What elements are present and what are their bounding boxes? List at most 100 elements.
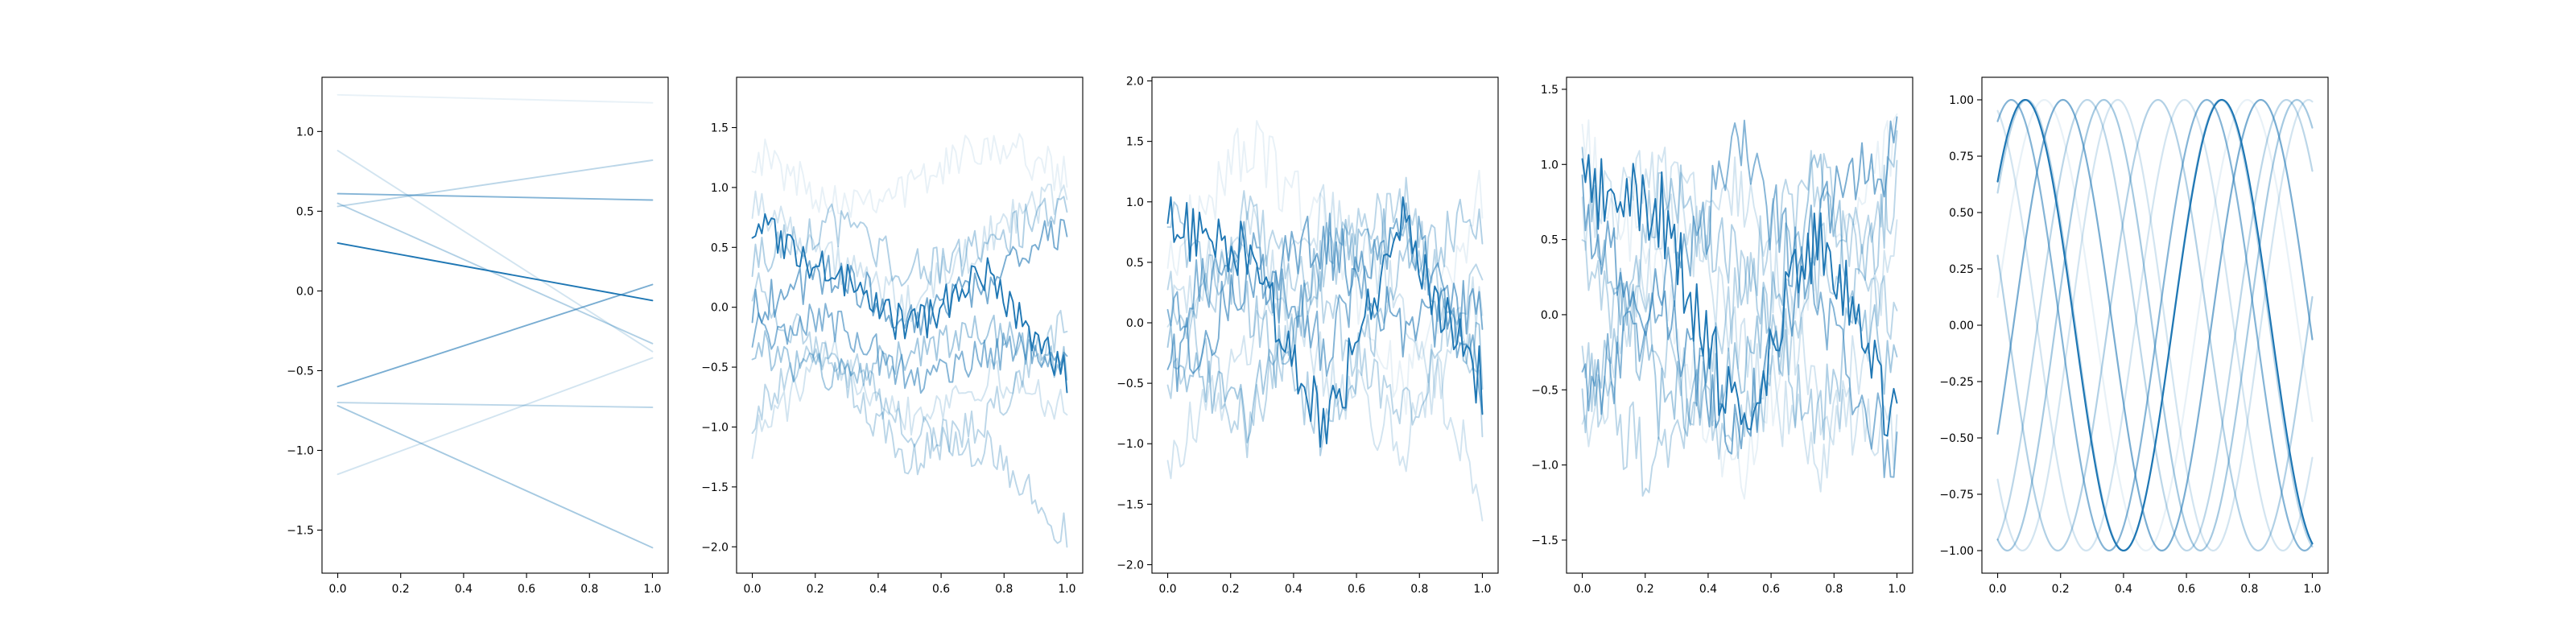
chart-3-y-tick-label-2: −1.0 [1117,438,1144,451]
chart-4-series-1 [1581,113,1898,500]
chart-1-y-tick-label-0: −1.5 [287,525,314,538]
chart-2-y-tick-label-2: −1.0 [701,421,729,434]
chart-2-y-tick-label-7: 1.5 [711,122,729,134]
chart-3-x-tick-label-1: 0.2 [1222,583,1240,596]
chart-2-x-tick-label-2: 0.4 [869,583,887,596]
chart-4-series-4 [1581,150,1898,497]
chart-3-x-tick-label-0: 0.0 [1158,583,1176,596]
chart-1-x-tick-label-1: 0.2 [392,583,410,596]
chart-4-series-10 [1581,154,1898,437]
chart-3-x-tick-label-3: 0.6 [1348,583,1365,596]
chart-3: 0.0 0.2 0.4 0.6 0.8 1.0 −2.0 −1.5 −1.0 −0.5 0.0 0.5… [1117,76,1499,596]
chart-2-y-tick-label-0: −2.0 [701,541,729,554]
chart-1-series-group [336,93,654,549]
chart-5: 0.0 0.2 0.4 0.6 0.8 1.0 −1.00 −0.75 −0.50 −0.25 0.… [1939,76,2329,596]
chart-2-series-7 [751,314,1068,391]
chart-5-y-tick-label-3: −0.25 [1939,376,1974,389]
chart-3-y-tick-label-3: −0.5 [1117,378,1144,390]
chart-3-y-tick-label-7: 1.5 [1126,136,1144,149]
chart-5-x-tick-label-4: 0.8 [2240,583,2258,596]
chart-5-x-tick-label-2: 0.4 [2115,583,2132,596]
chart-4-x-tick-label-3: 0.6 [1762,583,1780,596]
chart-5-series-6 [1996,98,2314,552]
chart-2-y-tick-label-3: −0.5 [701,361,729,374]
chart-4-y-tick-label-5: 1.0 [1541,159,1558,171]
chart-3-y-tick-label-5: 0.5 [1126,257,1144,270]
chart-5-series-10 [1996,98,2314,552]
chart-2-series-8 [751,303,1068,394]
chart-4-series-8 [1581,119,1898,478]
chart-3-series-5 [1166,190,1484,426]
chart-3-series-group [1166,120,1484,522]
chart-3-y-tick-label-4: 0.0 [1126,317,1144,330]
chart-5-series-8 [1996,98,2314,552]
chart-1-series-2 [336,150,654,353]
chart-4-y-tick-label-0: −1.5 [1531,535,1558,547]
chart-2-y-tick-label-6: 1.0 [711,182,729,195]
chart-5-x-tick-label-0: 0.0 [1988,583,2006,596]
chart-5-y-tick-label-4: 0.00 [1949,320,1974,332]
chart-4-series-9 [1581,116,1898,455]
chart-3-x-tick-label-2: 0.4 [1285,583,1302,596]
chart-1-x-tick-label-0: 0.0 [328,583,346,596]
chart-3-series-4 [1166,176,1484,459]
chart-1-series-4 [336,402,654,408]
chart-1-series-7 [336,405,654,549]
chart-4-x-tick-label-0: 0.0 [1573,583,1591,596]
chart-2-series-9 [751,218,1068,336]
chart-4-y-tick-label-1: −1.0 [1531,460,1558,473]
chart-3-y-tick-label-8: 2.0 [1126,76,1144,89]
chart-5-series-3 [1996,98,2314,552]
chart-1-series-3 [336,357,654,476]
chart-1-series-6 [336,202,654,345]
chart-1-series-10 [336,242,654,302]
chart-4-frame [1566,76,1913,574]
chart-2-series-4 [751,336,1068,548]
chart-1: 0.0 0.2 0.4 0.6 0.8 1.0 −1.5 −1.0 −0.5 0.0 0.5 1.0 [287,76,669,596]
chart-5-series-group [1996,98,2314,552]
chart-1-x-tick-label-4: 0.8 [580,583,598,596]
chart-4-series-6 [1581,130,1898,444]
chart-1-y-tick-label-5: 1.0 [296,126,314,138]
chart-3-series-2 [1166,184,1484,522]
chart-3-y-tick-label-1: −1.5 [1117,498,1144,511]
chart-1-y-tick-label-2: −0.5 [287,365,314,378]
chart-1-x-tick-label-3: 0.6 [518,583,535,596]
chart-1-series-8 [336,192,654,201]
chart-5-series-9 [1996,98,2314,552]
chart-3-x-tick-label-4: 0.8 [1410,583,1428,596]
chart-4-y-tick-label-6: 1.5 [1541,84,1558,97]
chart-2-frame [736,76,1084,574]
chart-3-series-10 [1166,196,1484,448]
chart-5-x-tick-label-1: 0.2 [2052,583,2070,596]
chart-5-x-tick-label-3: 0.6 [2178,583,2195,596]
chart-1-y-tick-label-1: −1.0 [287,444,314,457]
chart-2-y-tick-label-4: 0.0 [711,302,729,315]
chart-3-series-1 [1166,120,1484,415]
chart-1-series-1 [336,93,654,104]
chart-5-y-tick-label-2: −0.50 [1939,432,1974,445]
chart-2-series-2 [751,336,1068,460]
chart-4-y-tick-label-4: 0.5 [1541,234,1558,247]
chart-3-series-9 [1166,213,1484,393]
chart-2-x-tick-label-3: 0.6 [932,583,950,596]
chart-1-x-tick-label-2: 0.4 [455,583,473,596]
chart-2-x-tick-label-1: 0.2 [807,583,824,596]
chart-4: 0.0 0.2 0.4 0.6 0.8 1.0 −1.5 −1.0 −0.5 0.0 0.5 1.0 1… [1531,76,1913,596]
chart-1-y-tick-label-3: 0.0 [296,285,314,298]
chart-3-x-tick-label-5: 1.0 [1473,583,1491,596]
chart-2-series-10 [751,213,1068,394]
chart-1-x-tick-label-5: 1.0 [643,583,661,596]
chart-2: 0.0 0.2 0.4 0.6 0.8 1.0 −2.0 −1.5 −1.0 −0.5 0.0 0.5… [701,76,1084,596]
chart-3-series-8 [1166,202,1484,415]
chart-4-y-tick-label-3: 0.0 [1541,309,1558,322]
chart-2-y-tick-label-5: 0.5 [711,242,729,254]
chart-4-y-tick-label-2: −0.5 [1531,384,1558,397]
chart-1-frame [321,76,669,574]
chart-5-x-tick-label-5: 1.0 [2303,583,2321,596]
chart-2-series-5 [751,272,1068,476]
chart-2-series-1 [751,133,1068,218]
chart-3-y-tick-label-6: 1.0 [1126,196,1144,209]
